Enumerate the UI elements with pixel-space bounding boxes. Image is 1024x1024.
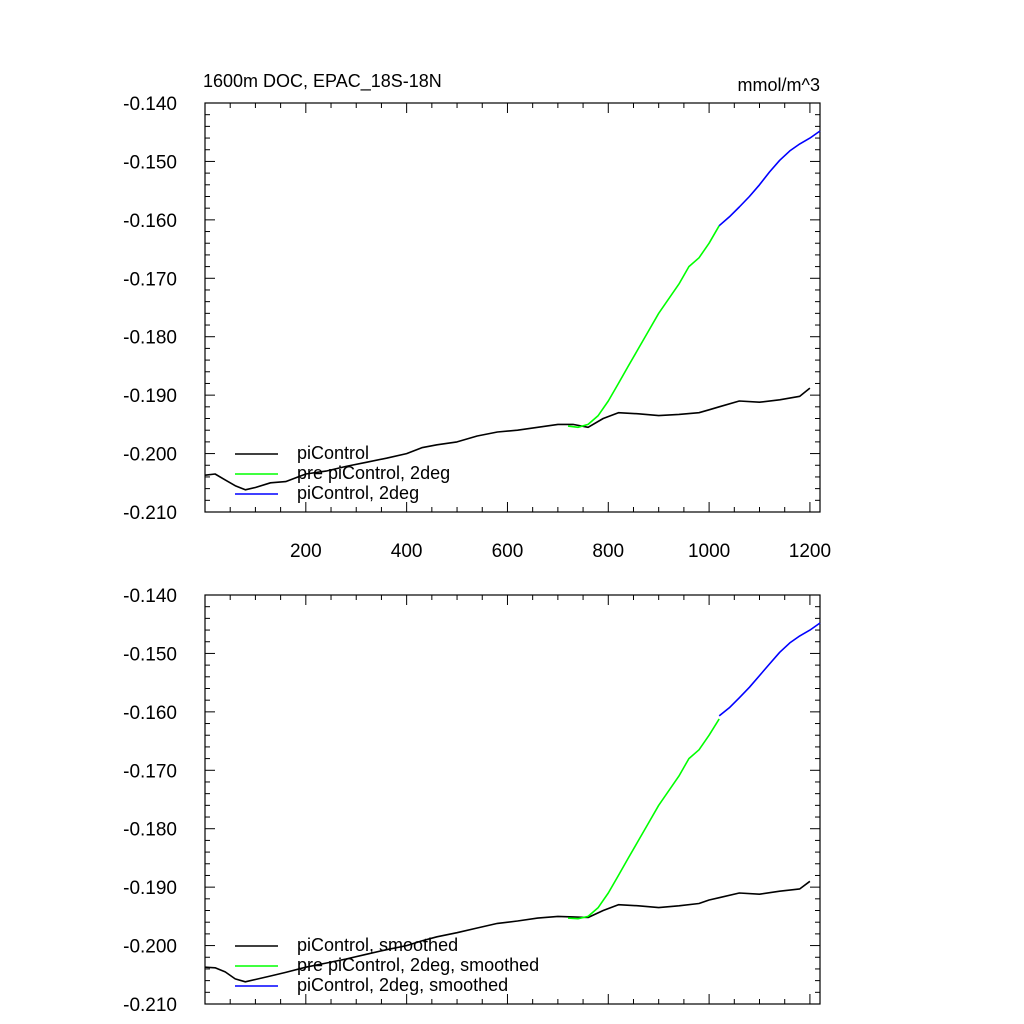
plot-frame xyxy=(204,594,821,1005)
plot-title: 1600m DOC, EPAC_18S-18N xyxy=(203,71,442,92)
y-tick-label: -0.150 xyxy=(123,644,177,665)
y-tick-label: -0.170 xyxy=(123,269,177,290)
plot-panel-1: 1600m DOC, EPAC_18S-18N mmol/m^3 -0.210 -0.… xyxy=(123,71,831,562)
y-tick-label: -0.160 xyxy=(123,211,177,232)
y-tick-label: -0.180 xyxy=(123,328,177,349)
y-tick-label: -0.140 xyxy=(123,586,177,607)
series-line-1 xyxy=(204,880,811,983)
x-tick-label: 1000 xyxy=(688,541,730,562)
y-tick-label: -0.190 xyxy=(123,878,177,899)
y-tick-label: -0.180 xyxy=(123,820,177,841)
x-tick-label: 800 xyxy=(592,541,624,562)
plot-frame xyxy=(204,102,821,513)
y-tick-label: -0.200 xyxy=(123,445,177,466)
legend-label: piControl, smoothed xyxy=(297,935,458,955)
x-tick-label: 200 xyxy=(290,541,322,562)
series-line-2 xyxy=(567,225,720,429)
x-tick-label: 600 xyxy=(492,541,524,562)
series-line-1 xyxy=(204,387,811,491)
x-tick-label: 1200 xyxy=(789,541,831,562)
y-tick-label: -0.190 xyxy=(123,386,177,407)
legend-label: piControl, 2deg xyxy=(297,483,419,503)
legend-label: pre piControl, 2deg, smoothed xyxy=(297,955,539,975)
y-tick-label: -0.150 xyxy=(123,152,177,173)
legend-label: piControl xyxy=(297,443,369,463)
x-tick-label: 400 xyxy=(391,541,423,562)
units-label: mmol/m^3 xyxy=(738,75,820,95)
legend-label: pre piControl, 2deg xyxy=(297,463,450,483)
y-tick-label: -0.210 xyxy=(123,503,177,524)
y-tick-label: -0.160 xyxy=(123,703,177,724)
y-tick-label: -0.140 xyxy=(123,94,177,115)
y-tick-label: -0.200 xyxy=(123,937,177,958)
series-line-3 xyxy=(718,622,821,717)
legend-label: piControl, 2deg, smoothed xyxy=(297,975,508,995)
series-line-3 xyxy=(718,130,821,227)
y-tick-label: -0.210 xyxy=(123,995,177,1016)
y-tick-label: -0.170 xyxy=(123,761,177,782)
series-line-2 xyxy=(567,718,720,920)
plot-panel-2: -0.210 -0.200 -0.190 -0.180 -0.170 -0.160 -0.1… xyxy=(123,586,821,1016)
